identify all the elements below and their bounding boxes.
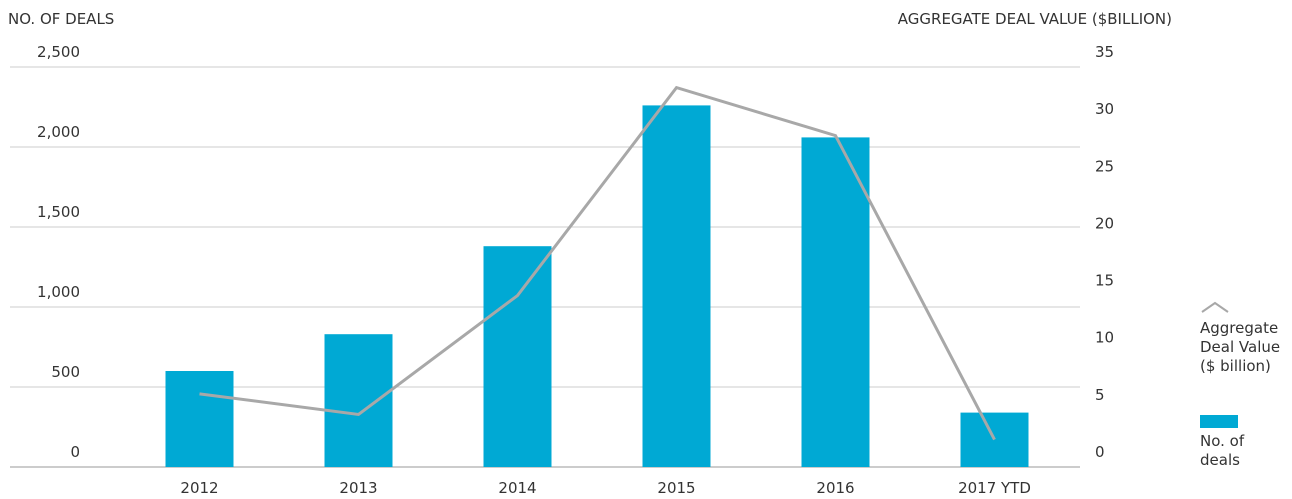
y2-tick-label: 30 [1095,100,1114,118]
bar [642,105,711,468]
legend-label: No. of deals [1200,432,1245,469]
bar [324,334,393,467]
legend-item: No. of deals [1200,415,1292,470]
y2-tick-label: 5 [1095,386,1105,404]
y2-tick-label: 15 [1095,272,1114,290]
y-tick-label: 0 [70,443,80,461]
bar [801,137,870,467]
y2-tick-label: 10 [1095,329,1114,347]
y2-tick-label: 20 [1095,214,1114,232]
y-tick-label: 2,500 [37,43,80,61]
y2-axis-title: AGGREGATE DEAL VALUE ($BILLION) [898,10,1172,28]
legend-line-icon [1201,301,1229,313]
y2-tick-label: 0 [1095,443,1105,461]
x-tick-label: 2017 YTD [958,479,1031,497]
y-axis-title: NO. OF DEALS [8,10,114,28]
legend-line [1201,301,1229,313]
y-tick-label: 1,500 [37,203,80,221]
x-tick-label: 2014 [498,479,536,497]
x-tick-label: 2016 [816,479,854,497]
y-tick-label: 2,000 [37,123,80,141]
bar [483,246,552,467]
legend-label: Aggregate Deal Value ($ billion) [1200,319,1281,375]
bar [165,371,234,467]
y2-tick-label: 25 [1095,157,1114,175]
legend-item: Aggregate Deal Value ($ billion) [1200,300,1292,376]
y-tick-label: 1,000 [37,283,80,301]
y-tick-label: 500 [51,363,80,381]
legend-swatch [1200,415,1238,428]
x-tick-label: 2015 [657,479,695,497]
x-tick-label: 2012 [180,479,218,497]
line [199,85,996,441]
y2-tick-label: 35 [1095,43,1114,61]
x-tick-label: 2013 [339,479,377,497]
bar [960,412,1029,467]
